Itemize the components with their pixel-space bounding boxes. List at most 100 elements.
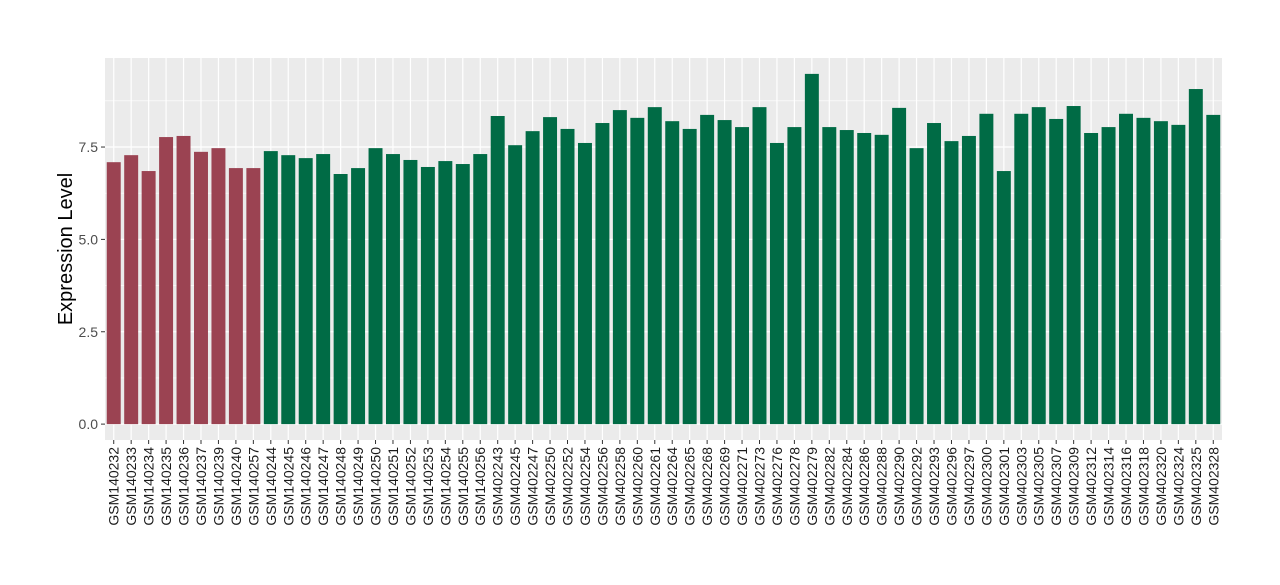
bar-GSM140251 — [385, 154, 400, 425]
x-tick-label: GSM402256 — [594, 447, 610, 526]
y-tick-label: 2.5 — [79, 324, 99, 340]
bar-GSM402278 — [787, 127, 802, 425]
x-tick-label: GSM140245 — [280, 447, 296, 526]
bar-GSM402286 — [857, 132, 872, 425]
bar-GSM402314 — [1101, 127, 1116, 425]
x-tick-label: GSM402325 — [1188, 447, 1204, 526]
x-tick-label: GSM402290 — [891, 447, 907, 526]
bar-GSM402247 — [525, 131, 540, 425]
bar-GSM402301 — [996, 171, 1011, 425]
x-tick-label: GSM402309 — [1066, 447, 1082, 526]
bar-GSM402282 — [822, 127, 837, 425]
x-tick-label: GSM140232 — [106, 447, 122, 526]
bar-GSM140234 — [141, 171, 156, 425]
bar-GSM402296 — [944, 141, 959, 425]
y-axis: 0.0 2.5 5.0 7.5 — [79, 139, 105, 432]
bar-GSM402288 — [874, 134, 889, 425]
x-tick-label: GSM402276 — [769, 447, 785, 526]
bar-GSM140254 — [438, 161, 453, 425]
bar-GSM402290 — [892, 107, 907, 425]
bar-GSM140240 — [228, 168, 243, 425]
x-tick-label: GSM402269 — [717, 447, 733, 526]
bar-GSM402324 — [1171, 124, 1186, 425]
x-tick-label: GSM402252 — [560, 447, 576, 526]
x-tick-label: GSM402261 — [647, 447, 663, 526]
y-tick-label: 7.5 — [79, 139, 99, 155]
x-tick-label: GSM402258 — [612, 447, 628, 526]
x-tick-label: GSM402284 — [839, 447, 855, 526]
bars — [106, 73, 1221, 425]
bar-GSM402258 — [612, 110, 627, 425]
bar-GSM140253 — [420, 166, 435, 425]
x-tick-label: GSM140251 — [385, 447, 401, 526]
x-tick-label: GSM402264 — [664, 447, 680, 526]
x-tick-label: GSM402324 — [1170, 447, 1186, 526]
bar-GSM402303 — [1014, 113, 1029, 425]
bar-GSM402271 — [735, 127, 750, 425]
bar-GSM140250 — [368, 148, 383, 425]
x-tick-label: GSM140257 — [245, 447, 261, 526]
bar-GSM402256 — [595, 123, 610, 425]
x-tick-label: GSM402314 — [1101, 447, 1117, 526]
y-axis-label: Expression Level — [55, 173, 77, 325]
bar-GSM402292 — [909, 148, 924, 425]
bar-GSM402328 — [1206, 114, 1221, 425]
bar-GSM140252 — [403, 159, 418, 425]
x-tick-label: GSM140249 — [350, 447, 366, 526]
x-tick-label: GSM140253 — [420, 447, 436, 526]
x-tick-label: GSM402243 — [490, 447, 506, 526]
x-tick-label: GSM402316 — [1118, 447, 1134, 526]
x-tick-label: GSM402312 — [1083, 447, 1099, 526]
x-tick-label: GSM140233 — [123, 447, 139, 526]
x-tick-label: GSM402254 — [577, 447, 593, 526]
bar-GSM402252 — [560, 128, 575, 425]
x-tick-label: GSM140240 — [228, 447, 244, 526]
bar-GSM402273 — [752, 107, 767, 425]
x-tick-label: GSM402307 — [1048, 447, 1064, 526]
x-tick-label: GSM402271 — [734, 447, 750, 526]
bar-GSM402318 — [1136, 117, 1151, 425]
bar-GSM140244 — [263, 151, 278, 425]
bar-GSM140256 — [473, 154, 488, 425]
bar-GSM402264 — [665, 121, 680, 425]
x-tick-label: GSM140255 — [455, 447, 471, 526]
x-tick-label: GSM140236 — [176, 447, 192, 526]
x-tick-label: GSM402297 — [961, 447, 977, 526]
x-tick-label: GSM402286 — [856, 447, 872, 526]
bar-GSM402268 — [700, 114, 715, 425]
x-tick-label: GSM140234 — [141, 447, 157, 526]
bar-GSM402320 — [1153, 121, 1168, 425]
bar-GSM402279 — [804, 73, 819, 425]
x-tick-label: GSM402247 — [525, 447, 541, 526]
bar-GSM402261 — [647, 107, 662, 425]
bar-GSM402265 — [682, 128, 697, 425]
x-tick-label: GSM140250 — [368, 447, 384, 526]
bar-GSM402305 — [1031, 107, 1046, 425]
x-tick-label: GSM402301 — [996, 447, 1012, 526]
x-tick-label: GSM140246 — [298, 447, 314, 526]
bar-GSM402307 — [1049, 118, 1064, 425]
bar-GSM402312 — [1084, 132, 1099, 425]
x-tick-label: GSM402282 — [821, 447, 837, 526]
x-tick-label: GSM140248 — [333, 447, 349, 526]
x-tick-label: GSM402250 — [542, 447, 558, 526]
x-tick-label: GSM402278 — [786, 447, 802, 526]
bar-GSM140237 — [194, 151, 208, 425]
bar-GSM402243 — [490, 116, 505, 425]
x-tick-label: GSM402288 — [874, 447, 890, 526]
x-axis: GSM140232 GSM140233 GSM140234 GSM140235 GSM1… — [106, 440, 1221, 526]
bar-GSM140239 — [211, 148, 226, 425]
x-tick-label: GSM402328 — [1205, 447, 1221, 526]
x-tick-label: GSM402305 — [1031, 447, 1047, 526]
x-tick-label: GSM402293 — [926, 447, 942, 526]
y-tick-label: 0.0 — [79, 416, 99, 432]
x-tick-label: GSM402300 — [978, 447, 994, 526]
bar-GSM140249 — [351, 168, 366, 425]
x-tick-label: GSM140254 — [437, 447, 453, 526]
bar-GSM402316 — [1119, 113, 1133, 425]
bar-GSM140255 — [455, 164, 470, 425]
bar-GSM402325 — [1188, 89, 1203, 425]
x-tick-label: GSM140247 — [315, 447, 331, 526]
bar-GSM402250 — [543, 117, 558, 425]
x-tick-label: GSM402279 — [804, 447, 820, 526]
